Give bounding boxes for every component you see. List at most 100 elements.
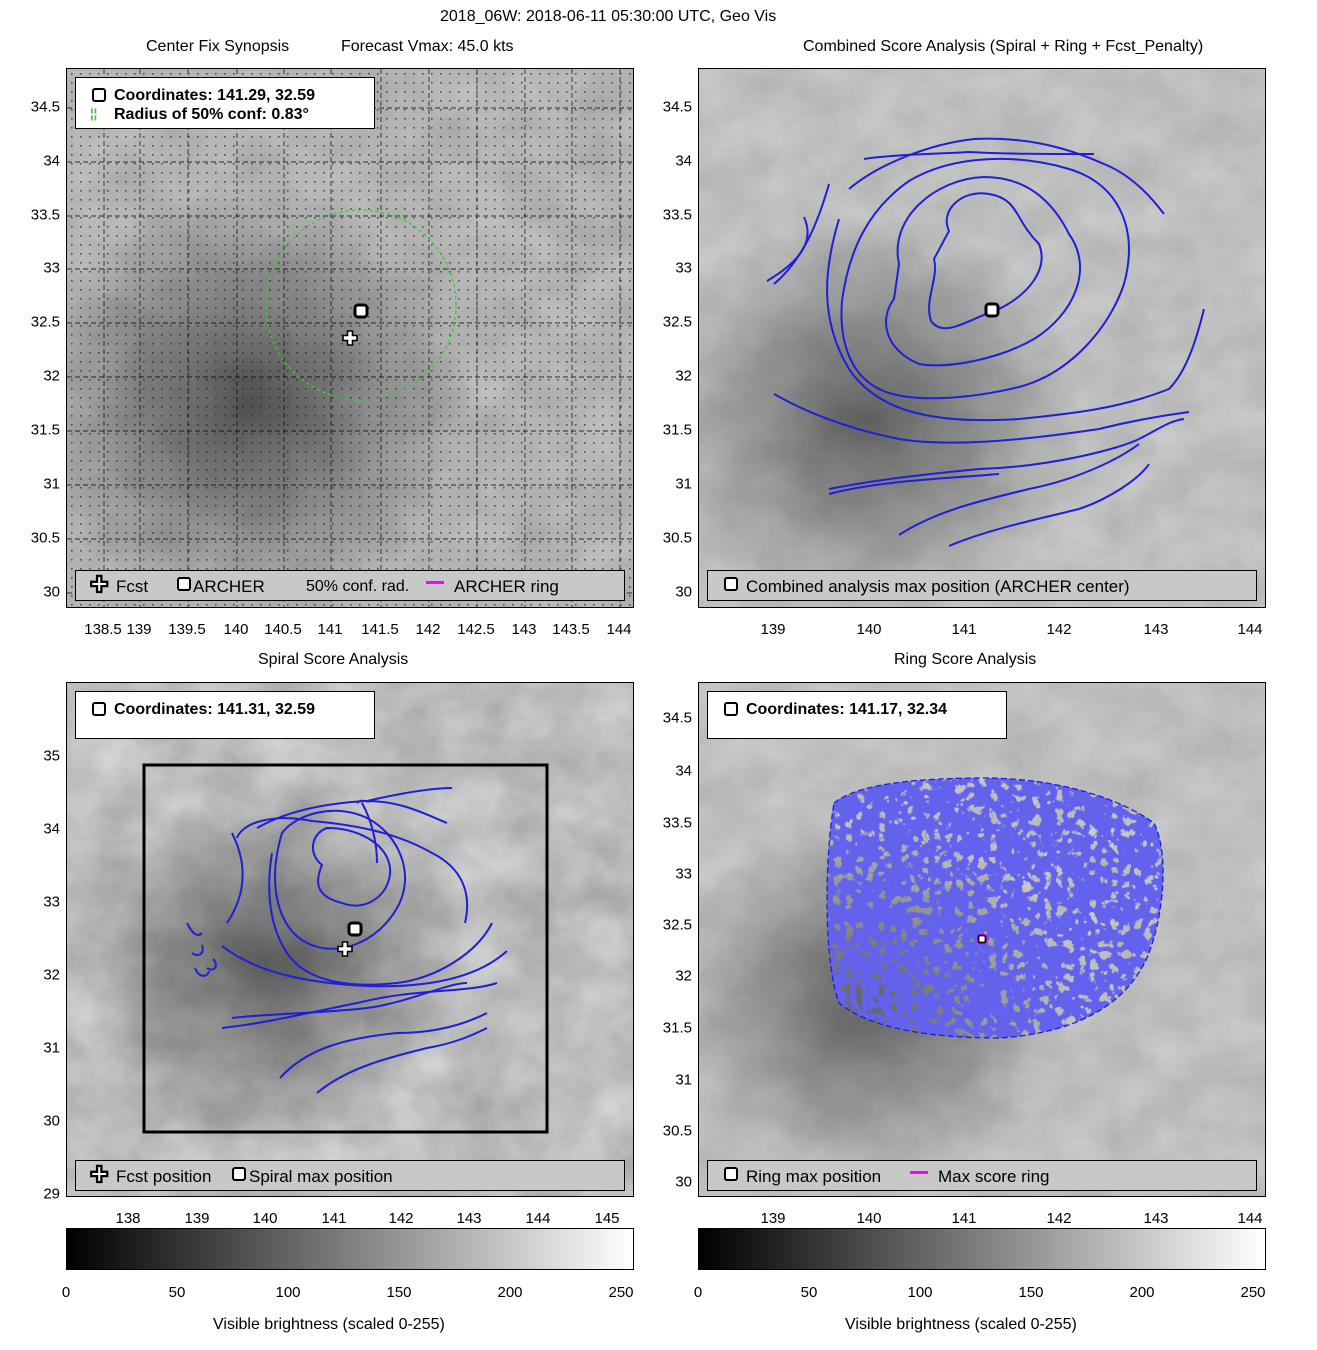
panel-bl-coord-box: Coordinates: 141.31, 32.59 (75, 691, 375, 739)
archer-legend-icon (92, 87, 106, 102)
x-tick-label: 50 (800, 1284, 818, 1301)
spiral-max-marker (347, 921, 363, 937)
panel-br-title: Ring Score Analysis (894, 651, 1037, 668)
x-tick-label: 145 (594, 1210, 620, 1227)
panel-bl-legend: ✚ Fcst position Spiral max position (75, 1160, 625, 1191)
confidence-circle (265, 209, 457, 401)
panel-bl-title: Spiral Score Analysis (258, 651, 409, 668)
x-tick-label: 141 (321, 1210, 347, 1227)
colorbar-left (66, 1228, 634, 1270)
x-tick-label: 150 (386, 1284, 412, 1301)
y-tick-label: 35 (43, 747, 60, 765)
ring-max-legend-icon (724, 701, 738, 716)
x-tick-label: 140.5 (264, 621, 302, 638)
combined-contours (766, 137, 1205, 547)
panel-tr-plot (698, 68, 1266, 608)
y-tick-label: 32 (675, 367, 692, 385)
panel-tl-coordinates: Coordinates: 141.29, 32.59 (114, 87, 315, 104)
y-tick-label: 30.5 (30, 529, 60, 547)
y-tick-label: 31.5 (662, 1019, 692, 1037)
x-tick-label: 141.5 (361, 621, 399, 638)
panel-bl-svg (67, 683, 633, 1196)
archer-center-marker (353, 303, 369, 319)
colorbar-left-label: Visible brightness (scaled 0-255) (213, 1316, 445, 1333)
x-tick-label: 139 (760, 1210, 786, 1227)
spiral-max-legend-icon (92, 701, 106, 716)
spiral-max-legend-icon (232, 1167, 246, 1181)
x-tick-label: 150 (1018, 1284, 1044, 1301)
x-tick-label: 143 (511, 621, 537, 638)
panel-br-coord-box: Coordinates: 141.17, 32.34 (707, 691, 1007, 739)
x-tick-label: 143 (1143, 1210, 1169, 1227)
panel-tl-conf-radius: Radius of 50% conf: 0.83° (114, 106, 309, 123)
y-tick-label: 30 (675, 583, 692, 601)
y-tick-label: 33 (43, 259, 60, 277)
y-tick-label: 31.5 (30, 421, 60, 439)
x-tick-label: 144 (1237, 1210, 1263, 1227)
legend-archer-ring: ARCHER ring (454, 577, 559, 596)
spiral-contour-fragments (186, 922, 217, 977)
legend-archer: ARCHER (193, 577, 265, 596)
x-tick-label: 250 (1240, 1284, 1266, 1301)
y-tick-label: 34.5 (662, 709, 692, 727)
conf-radius-legend-icon: ¦¦ (90, 106, 98, 121)
x-tick-label: 140 (223, 621, 249, 638)
ring-score-contours (827, 778, 1164, 1038)
x-tick-label: 142.5 (457, 621, 495, 638)
y-tick-label: 33.5 (662, 814, 692, 832)
y-tick-label: 30 (43, 1112, 60, 1130)
y-tick-label: 30.5 (662, 529, 692, 547)
panel-tr-legend: Combined analysis max position (ARCHER c… (707, 570, 1257, 601)
x-tick-label: 143.5 (552, 621, 590, 638)
panel-tl-plot (66, 68, 634, 608)
combined-max-marker (984, 302, 1000, 318)
panel-tl-title-right: Forecast Vmax: 45.0 kts (341, 38, 514, 55)
x-tick-label: 140 (856, 1210, 882, 1227)
x-tick-label: 142 (388, 1210, 414, 1227)
x-tick-label: 143 (456, 1210, 482, 1227)
y-tick-label: 32 (43, 966, 60, 984)
x-tick-label: 139 (126, 621, 152, 638)
x-tick-label: 100 (907, 1284, 933, 1301)
panel-tr-title: Combined Score Analysis (Spiral + Ring +… (803, 38, 1204, 55)
spiral-forecast-marker (337, 941, 353, 957)
x-tick-label: 100 (275, 1284, 301, 1301)
x-tick-label: 139.5 (168, 621, 206, 638)
x-tick-label: 142 (1046, 1210, 1072, 1227)
fcst-legend-icon: ✚ (89, 572, 109, 597)
archer-legend-icon (177, 577, 191, 591)
x-tick-label: 200 (497, 1284, 523, 1301)
legend-spiral-max: Spiral max position (249, 1167, 393, 1186)
x-tick-label: 142 (1046, 621, 1072, 638)
y-tick-label: 34 (43, 820, 60, 838)
x-tick-label: 0 (61, 1284, 71, 1301)
x-tick-label: 143 (1143, 621, 1169, 638)
ring-max-marker (976, 933, 988, 945)
spiral-search-box (142, 763, 549, 1134)
legend-combined-max: Combined analysis max position (ARCHER c… (746, 577, 1130, 596)
ring-max-legend-icon (724, 1167, 738, 1181)
spiral-contours (221, 787, 508, 1094)
ring-legend-icon (426, 581, 444, 584)
y-tick-label: 31 (675, 475, 692, 493)
y-tick-label: 31.5 (662, 421, 692, 439)
panel-tl-title-left: Center Fix Synopsis (146, 38, 290, 55)
panel-br-svg (699, 683, 1265, 1196)
y-tick-label: 31 (675, 1071, 692, 1089)
y-tick-label: 33 (675, 259, 692, 277)
max-score-ring-legend-icon (910, 1171, 928, 1174)
y-tick-label: 29 (43, 1185, 60, 1203)
x-tick-label: 138 (115, 1210, 141, 1227)
panel-tl-legend: ✚ Fcst ARCHER 50% conf. rad. ARCHER ring (75, 570, 625, 601)
x-tick-label: 139 (184, 1210, 210, 1227)
y-tick-label: 34 (675, 152, 692, 170)
x-tick-label: 50 (168, 1284, 186, 1301)
x-tick-label: 144 (606, 621, 632, 638)
colorbar-right (698, 1228, 1266, 1270)
y-tick-label: 33.5 (662, 206, 692, 224)
x-tick-label: 138.5 (84, 621, 122, 638)
y-tick-label: 30 (675, 1173, 692, 1191)
panel-br-plot (698, 682, 1266, 1197)
x-tick-label: 141 (951, 1210, 977, 1227)
legend-conf-rad: 50% conf. rad. (306, 578, 410, 595)
